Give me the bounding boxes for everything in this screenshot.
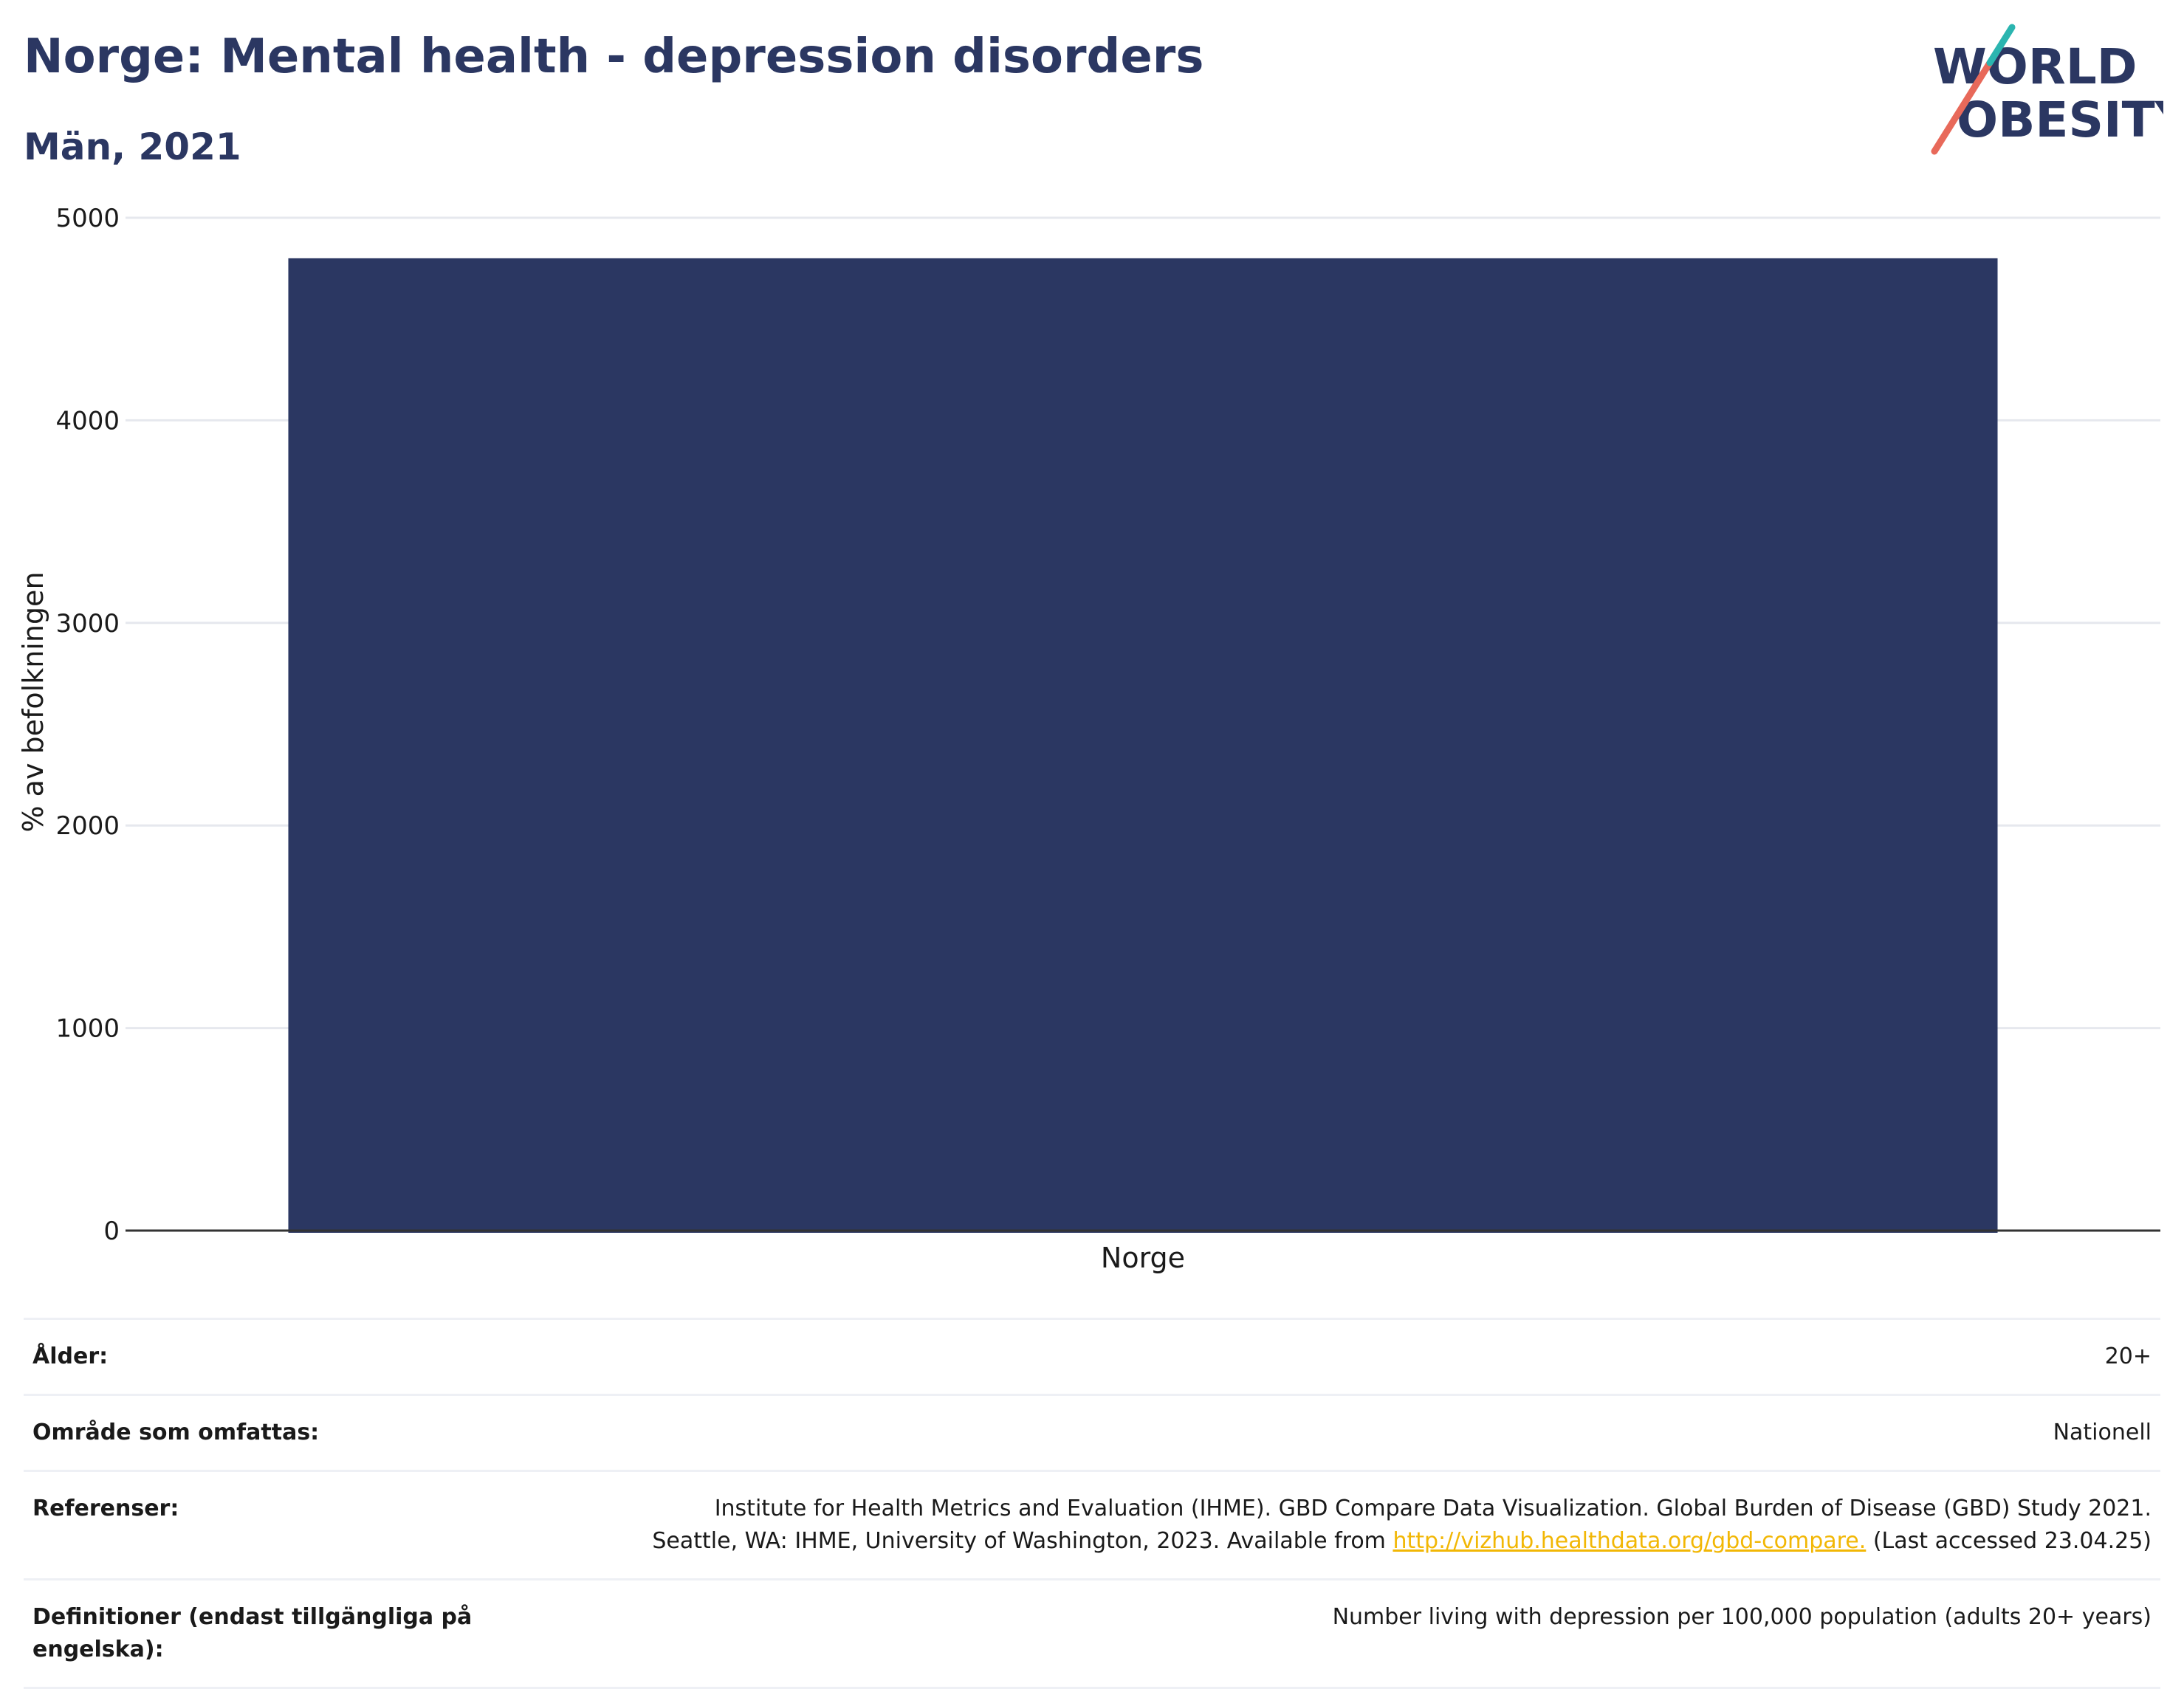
meta-row-definitions: Definitioner (endast tillgängliga på eng… bbox=[24, 1578, 2160, 1689]
y-axis-label: % av befolkningen bbox=[17, 571, 49, 832]
page-subtitle: Män, 2021 bbox=[24, 125, 241, 168]
world-obesity-logo: WORLD OBESITY bbox=[1931, 24, 2163, 155]
logo-slash-teal-icon bbox=[1986, 24, 2016, 66]
meta-value: Number living with depression per 100,00… bbox=[514, 1578, 2160, 1689]
meta-value: Nationell bbox=[514, 1394, 2160, 1471]
meta-row-age: Ålder: 20+ bbox=[24, 1318, 2160, 1395]
page-title: Norge: Mental health - depression disord… bbox=[24, 30, 1204, 84]
y-tick-label: 5000 bbox=[55, 204, 120, 233]
bar-norge bbox=[288, 258, 1998, 1233]
reference-line-2-pre: Seattle, WA: IHME, University of Washing… bbox=[652, 1528, 1393, 1554]
logo-text-obesity: OBESITY bbox=[1957, 92, 2163, 148]
bars bbox=[288, 258, 1998, 1233]
reference-line-2-post: (Last accessed 23.04.25) bbox=[1866, 1528, 2152, 1554]
reference-link[interactable]: http://vizhub.healthdata.org/gbd-compare… bbox=[1393, 1528, 1867, 1554]
meta-row-references: Referenser: Institute for Health Metrics… bbox=[24, 1470, 2160, 1580]
y-tick-label: 3000 bbox=[55, 609, 120, 639]
meta-key: Ålder: bbox=[24, 1318, 514, 1395]
x-tick-labels: Norge bbox=[1101, 1242, 1185, 1274]
meta-key: Definitioner (endast tillgängliga på eng… bbox=[24, 1578, 514, 1689]
y-tick-labels: 0 1000 2000 3000 4000 5000 bbox=[55, 204, 120, 1246]
logo-text-world: WORLD bbox=[1933, 38, 2137, 95]
y-tick-label: 1000 bbox=[55, 1014, 120, 1044]
reference-line-1: Institute for Health Metrics and Evaluat… bbox=[714, 1496, 2152, 1521]
bar-chart: 0 1000 2000 3000 4000 5000 Norge % av befolkn… bbox=[17, 204, 2160, 1274]
meta-key: Område som omfattas: bbox=[24, 1394, 514, 1471]
meta-key: Referenser: bbox=[24, 1470, 514, 1580]
meta-row-area: Område som omfattas: Nationell bbox=[24, 1394, 2160, 1471]
meta-value: 20+ bbox=[514, 1318, 2160, 1395]
logo-slash-red-icon bbox=[1931, 59, 1994, 155]
y-tick-label: 4000 bbox=[55, 406, 120, 436]
meta-value: Institute for Health Metrics and Evaluat… bbox=[514, 1470, 2160, 1580]
y-tick-label: 2000 bbox=[55, 811, 120, 841]
y-tick-label: 0 bbox=[103, 1217, 120, 1246]
x-tick-label: Norge bbox=[1101, 1242, 1185, 1274]
metadata-table: Ålder: 20+ Område som omfattas: Nationel… bbox=[24, 1318, 2160, 1689]
